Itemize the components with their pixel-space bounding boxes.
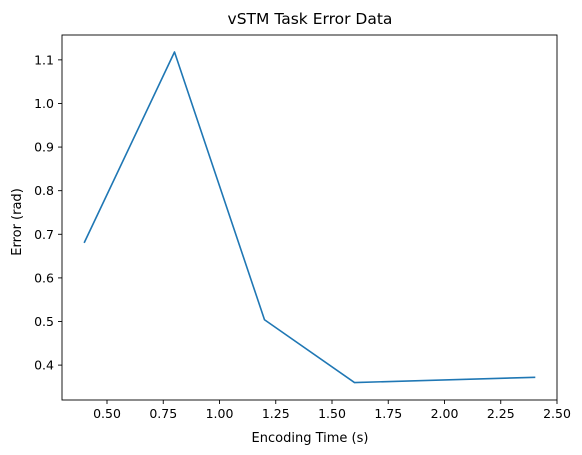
y-tick-label: 0.5 bbox=[34, 314, 54, 329]
axes-frame bbox=[61, 34, 558, 401]
y-tick-label: 0.7 bbox=[34, 227, 54, 242]
y-axis-label: Error (rad) bbox=[10, 188, 25, 256]
x-tick-label: 2.25 bbox=[487, 406, 515, 421]
y-tick-label: 0.9 bbox=[34, 140, 54, 155]
x-tick-label: 1.00 bbox=[206, 406, 234, 421]
y-tick-label: 1.1 bbox=[34, 52, 54, 67]
x-tick-label: 1.25 bbox=[262, 406, 290, 421]
x-tick-label: 2.50 bbox=[543, 406, 571, 421]
x-tick-label: 0.75 bbox=[149, 406, 177, 421]
y-tick-label: 1.0 bbox=[34, 96, 54, 111]
x-tick-label: 1.50 bbox=[318, 406, 346, 421]
x-tick-label: 0.50 bbox=[93, 406, 121, 421]
chart-title: vSTM Task Error Data bbox=[228, 10, 393, 28]
series-line-0 bbox=[83, 51, 536, 384]
y-tick-label: 0.6 bbox=[34, 270, 54, 285]
y-tick-label: 0.4 bbox=[34, 358, 54, 373]
x-tick-label: 1.75 bbox=[374, 406, 402, 421]
x-tick-label: 2.00 bbox=[431, 406, 459, 421]
x-axis-label: Encoding Time (s) bbox=[252, 431, 369, 446]
y-tick-label: 0.8 bbox=[34, 183, 54, 198]
plot-area: 0.50 0.75 1.00 1.25 1.50 1.75 2.00 2.25 2.50 0.4 0… bbox=[34, 34, 571, 421]
